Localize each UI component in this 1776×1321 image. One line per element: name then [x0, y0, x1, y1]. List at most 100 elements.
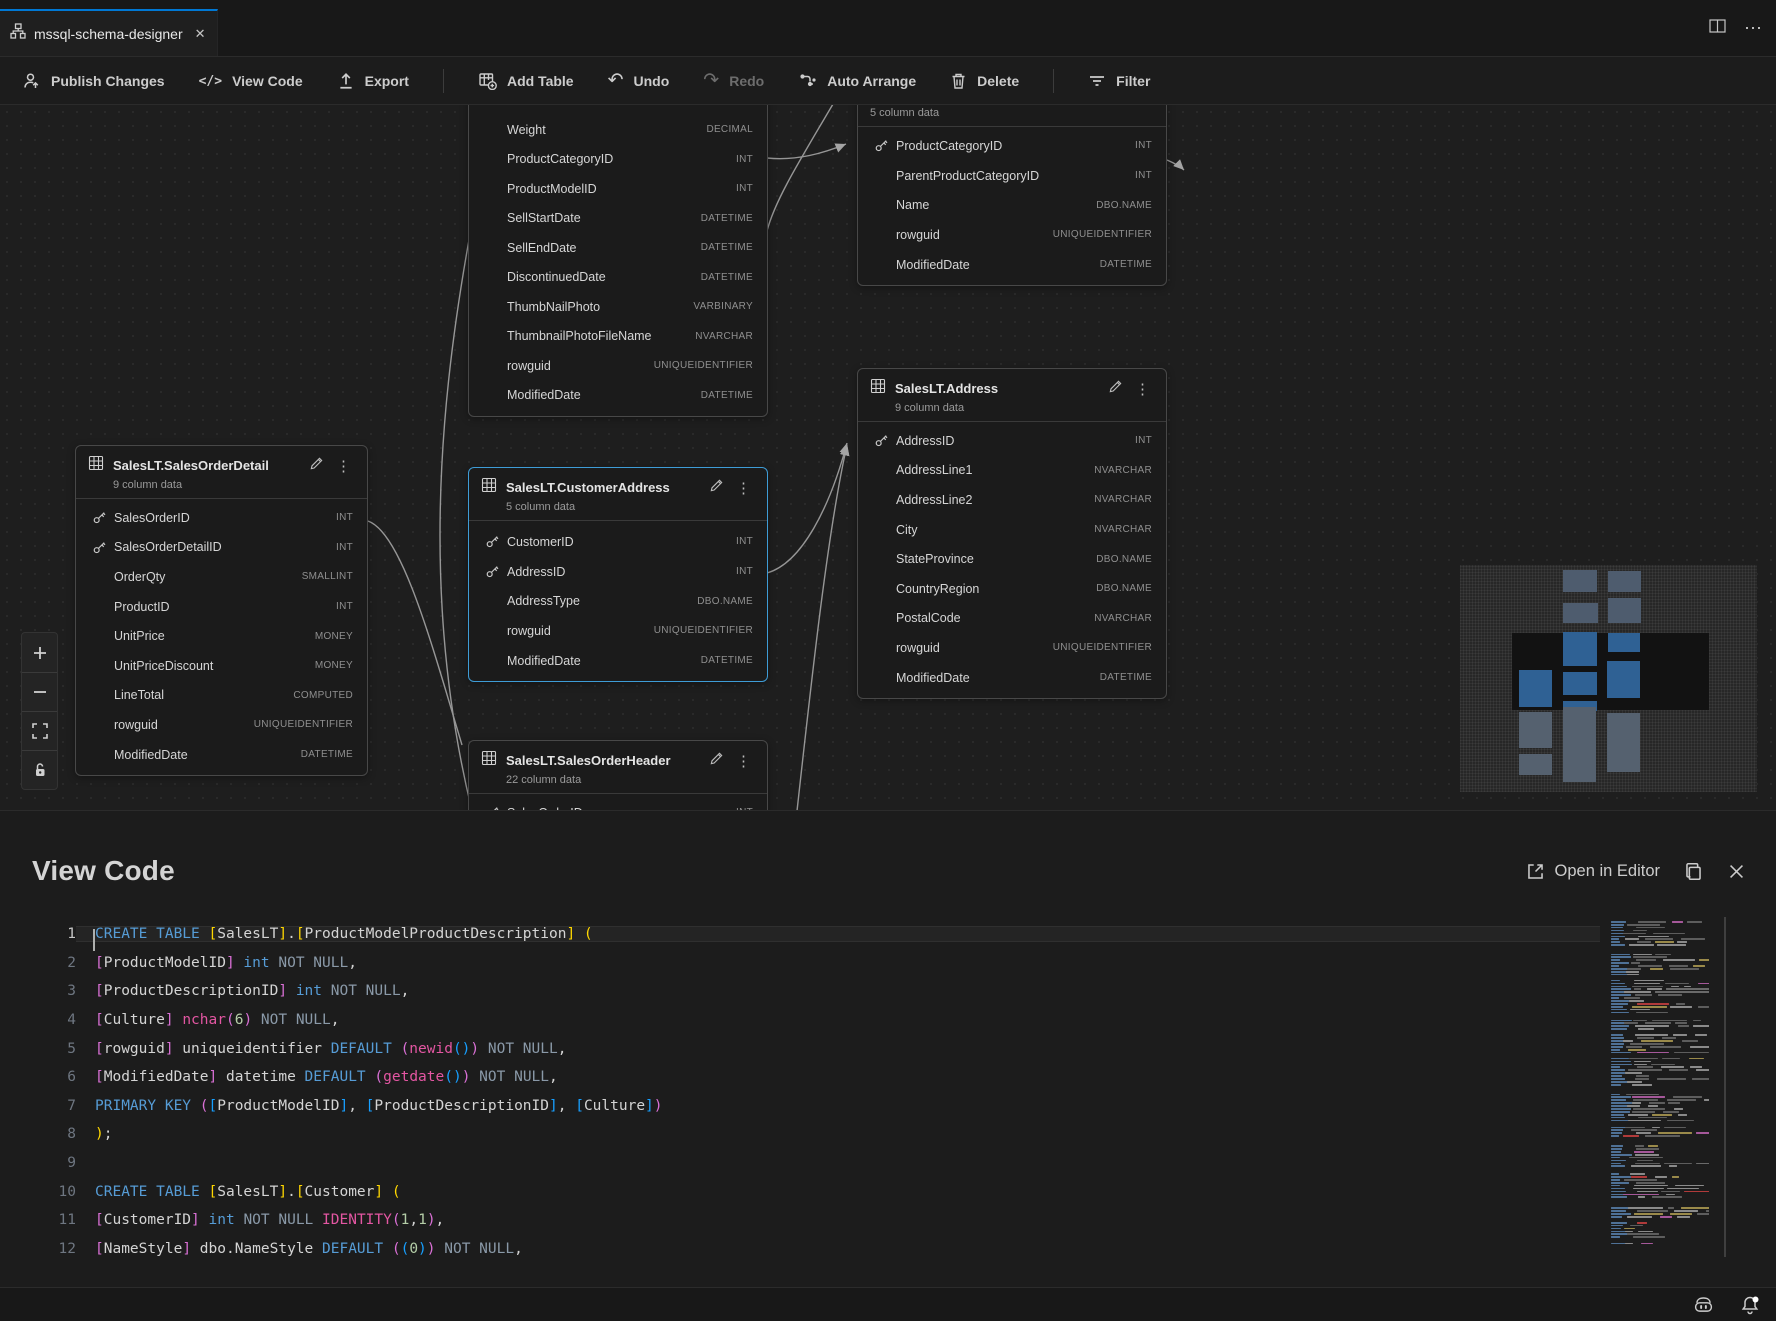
column-row-SalesOrderDetailID[interactable]: SalesOrderDetailID INT [76, 533, 367, 563]
edit-table-icon[interactable] [709, 478, 724, 498]
column-row-LineTotal[interactable]: LineTotal COMPUTED [76, 681, 367, 711]
code-line-2[interactable]: 2 [ProductModelID] int NOT NULL, [0, 949, 1600, 978]
code-line-10[interactable]: 10 CREATE TABLE [SalesLT].[Customer] ( [0, 1177, 1600, 1206]
column-row-ProductCategoryID[interactable]: ProductCategoryID INT [858, 131, 1166, 161]
code-line-9[interactable]: 9 [0, 1149, 1600, 1178]
code-line-8[interactable]: 8); [0, 1120, 1600, 1149]
column-row-UnitPriceDiscount[interactable]: UnitPriceDiscount MONEY [76, 651, 367, 681]
table-menu-icon[interactable]: ⋮ [736, 479, 752, 497]
undo-label: Undo [633, 72, 670, 89]
code-line-5[interactable]: 5 [rowguid] uniqueidentifier DEFAULT (new… [0, 1034, 1600, 1063]
schema-table-address[interactable]: SalesLT.Address ⋮ 9 column data AddressID IN… [857, 368, 1167, 700]
table-header[interactable]: 5 column data [858, 105, 1166, 127]
sql-code-editor[interactable]: 1 CREATE TABLE [SalesLT].[ProductModelPro… [0, 920, 1600, 1263]
edit-table-icon[interactable] [1108, 379, 1123, 399]
column-row-SellStartDate[interactable]: SellStartDate DATETIME [469, 204, 767, 234]
publish-changes-button[interactable]: Publish Changes [22, 72, 165, 90]
column-row-AddressType[interactable]: AddressType DBO.NAME [469, 586, 767, 616]
copilot-icon[interactable] [1693, 1295, 1714, 1315]
column-row-ProductModelID[interactable]: ProductModelID INT [469, 174, 767, 204]
zoom-out-button[interactable] [22, 672, 57, 711]
zoom-in-button[interactable] [22, 633, 57, 672]
column-row-AddressLine1[interactable]: AddressLine1 NVARCHAR [858, 456, 1166, 486]
column-row-ThumbNailPhoto[interactable]: ThumbNailPhoto VARBINARY [469, 292, 767, 322]
column-row-Name[interactable]: Name DBO.NAME [858, 190, 1166, 220]
column-row-CountryRegion[interactable]: CountryRegion DBO.NAME [858, 574, 1166, 604]
column-row-ModifiedDate[interactable]: ModifiedDate DATETIME [469, 381, 767, 411]
column-row-UnitPrice[interactable]: UnitPrice MONEY [76, 621, 367, 651]
code-line-4[interactable]: 4 [Culture] nchar(6) NOT NULL, [0, 1006, 1600, 1035]
table-header[interactable]: SalesLT.CustomerAddress ⋮ 5 column data [469, 468, 767, 521]
code-line-3[interactable]: 3 [ProductDescriptionID] int NOT NULL, [0, 977, 1600, 1006]
table-header[interactable]: SalesLT.SalesOrderDetail ⋮ 9 column data [76, 446, 367, 499]
table-menu-icon[interactable]: ⋮ [736, 752, 752, 770]
schema-table-salesorderdetail[interactable]: SalesLT.SalesOrderDetail ⋮ 9 column data Sa… [75, 445, 368, 777]
table-header[interactable]: SalesLT.SalesOrderHeader ⋮ 22 column data [469, 741, 767, 794]
split-editor-icon[interactable] [1709, 18, 1726, 37]
column-row-DiscontinuedDate[interactable]: DiscontinuedDate DATETIME [469, 263, 767, 293]
column-row-ParentProductCategoryID[interactable]: ParentProductCategoryID INT [858, 161, 1166, 191]
column-row-rowguid[interactable]: rowguid UNIQUEIDENTIFIER [76, 710, 367, 740]
column-row-rowguid[interactable]: rowguid UNIQUEIDENTIFIER [469, 351, 767, 381]
column-row-ModifiedDate[interactable]: ModifiedDate DATETIME [858, 250, 1166, 280]
column-row-SellEndDate[interactable]: SellEndDate DATETIME [469, 233, 767, 263]
more-actions-icon[interactable]: ⋯ [1744, 17, 1762, 38]
column-type: DATETIME [700, 655, 753, 667]
column-row-ProductID[interactable]: ProductID INT [76, 592, 367, 622]
code-line-7[interactable]: 7 PRIMARY KEY ([ProductModelID], [Product… [0, 1092, 1600, 1121]
open-in-editor-button[interactable]: Open in Editor [1526, 862, 1660, 881]
column-row-City[interactable]: City NVARCHAR [858, 515, 1166, 545]
close-panel-icon[interactable] [1727, 862, 1746, 881]
auto-arrange-button[interactable]: Auto Arrange [798, 72, 916, 90]
view-code-button[interactable]: </> View Code [199, 72, 303, 90]
column-row-Weight[interactable]: Weight DECIMAL [469, 115, 767, 145]
code-minimap[interactable] [1609, 917, 1709, 1257]
undo-button[interactable]: ↶ Undo [608, 71, 670, 90]
column-row-ProductCategoryID[interactable]: ProductCategoryID INT [469, 145, 767, 175]
code-scrollbar[interactable] [1724, 917, 1726, 1257]
schema-table-product[interactable]: Weight DECIMAL ProductCategoryID INT Product… [468, 105, 768, 417]
schema-table-customeraddress[interactable]: SalesLT.CustomerAddress ⋮ 5 column data Cus… [468, 467, 768, 683]
column-name: rowguid [114, 717, 158, 732]
column-row-rowguid[interactable]: rowguid UNIQUEIDENTIFIER [858, 220, 1166, 250]
column-row-ThumbnailPhotoFileName[interactable]: ThumbnailPhotoFileName NVARCHAR [469, 322, 767, 352]
column-row-AddressID[interactable]: AddressID INT [469, 557, 767, 587]
add-table-button[interactable]: Add Table [478, 72, 574, 90]
table-menu-icon[interactable]: ⋮ [1135, 380, 1151, 398]
export-button[interactable]: Export [337, 72, 409, 90]
column-row-AddressID[interactable]: AddressID INT [858, 426, 1166, 456]
column-row-PostalCode[interactable]: PostalCode NVARCHAR [858, 604, 1166, 634]
copy-code-icon[interactable] [1684, 862, 1703, 881]
notifications-bell-icon[interactable] [1740, 1295, 1760, 1315]
schema-canvas[interactable]: Weight DECIMAL ProductCategoryID INT Product… [0, 105, 1776, 810]
code-line-12[interactable]: 12 [NameStyle] dbo.NameStyle DEFAULT ((0)… [0, 1235, 1600, 1264]
column-row-AddressLine2[interactable]: AddressLine2 NVARCHAR [858, 485, 1166, 515]
column-row-ModifiedDate[interactable]: ModifiedDate DATETIME [76, 740, 367, 770]
code-line-11[interactable]: 11 [CustomerID] int NOT NULL IDENTITY(1,1… [0, 1206, 1600, 1235]
table-header[interactable]: SalesLT.Address ⋮ 9 column data [858, 369, 1166, 422]
column-row-StateProvince[interactable]: StateProvince DBO.NAME [858, 544, 1166, 574]
code-line-1[interactable]: 1 CREATE TABLE [SalesLT].[ProductModelPro… [0, 920, 1600, 952]
edit-table-icon[interactable] [709, 751, 724, 771]
delete-button[interactable]: Delete [950, 72, 1019, 90]
schema-table-productcategory[interactable]: 5 column data ProductCategoryID INT ParentP… [857, 105, 1167, 287]
redo-button[interactable]: ↷ Redo [703, 71, 764, 90]
column-row-OrderQty[interactable]: OrderQty SMALLINT [76, 562, 367, 592]
code-line-6[interactable]: 6 [ModifiedDate] datetime DEFAULT (getdat… [0, 1063, 1600, 1092]
fit-view-button[interactable] [22, 711, 57, 750]
column-row-rowguid[interactable]: rowguid UNIQUEIDENTIFIER [858, 633, 1166, 663]
unlock-button[interactable] [22, 750, 57, 789]
column-row-ModifiedDate[interactable]: ModifiedDate DATETIME [858, 663, 1166, 693]
edit-table-icon[interactable] [309, 456, 324, 476]
column-row-rowguid[interactable]: rowguid UNIQUEIDENTIFIER [469, 616, 767, 646]
filter-button[interactable]: Filter [1088, 73, 1150, 89]
column-row-CustomerID[interactable]: CustomerID INT [469, 527, 767, 557]
diagram-minimap[interactable] [1460, 565, 1757, 792]
tab-mssql-schema-designer[interactable]: mssql-schema-designer ✕ [0, 9, 218, 56]
table-menu-icon[interactable]: ⋮ [336, 457, 352, 475]
schema-table-salesorderheader[interactable]: SalesLT.SalesOrderHeader⋮22 column data S… [468, 740, 768, 810]
column-row-ModifiedDate[interactable]: ModifiedDate DATETIME [469, 646, 767, 676]
tab-close-icon[interactable]: ✕ [194, 25, 206, 41]
